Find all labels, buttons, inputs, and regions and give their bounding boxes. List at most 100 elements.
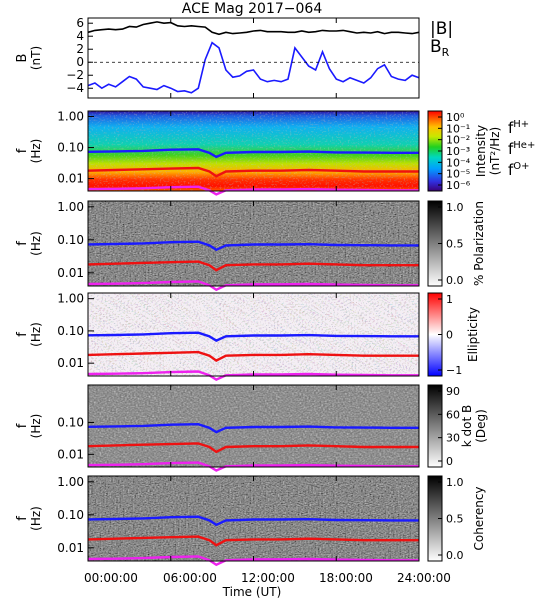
y-tick-label: −4 xyxy=(66,81,84,95)
colorbar-label-line: % Polarization xyxy=(472,201,486,286)
colorbar-label-line: Coherency xyxy=(472,486,486,550)
colorbar-tick-label: 30 xyxy=(446,432,460,445)
panel-coherency: 1.00 0.10 0.01 f (Hz) 1.0 0.5 0.0 Coherency xyxy=(15,475,486,567)
series-line-fh xyxy=(87,148,419,159)
series-line-fhe xyxy=(87,350,419,362)
colorbar: 90 60 30 0 k dot B (Deg) xyxy=(427,384,488,468)
x-tick-label: 18:00:00 xyxy=(319,571,373,585)
colorbar-tick-label: 10⁻¹ xyxy=(446,122,470,135)
series-line-fo xyxy=(87,185,419,196)
colorbar-tick-label: 0.5 xyxy=(446,513,464,526)
x-tick-label: 06:00:00 xyxy=(163,571,217,585)
legend-item: fHe+ xyxy=(508,140,535,158)
y-tick-label: 0.01 xyxy=(57,266,84,280)
y-tick-label: 0.10 xyxy=(57,324,84,338)
colorbar-tick-label: 90 xyxy=(446,385,460,398)
y-label-line: (nT) xyxy=(29,46,43,70)
y-tick-label: 1.00 xyxy=(57,475,84,489)
series-line-fhe xyxy=(87,535,419,547)
y-label-line: f xyxy=(15,332,30,337)
y-axis-label: f (Hz) xyxy=(15,322,43,347)
colorbar: 1.0 0.5 0.0 Coherency xyxy=(427,475,486,562)
y-tick-label: 1.00 xyxy=(57,292,84,306)
y-axis-label: f (Hz) xyxy=(15,506,43,531)
y-axis-label: f (Hz) xyxy=(15,414,43,439)
panel-polarization: 1.00 0.10 0.01 f (Hz) 1.0 0.5 0.0 % Polarization xyxy=(15,200,486,292)
figure-title: ACE Mag 2017−064 xyxy=(182,1,323,17)
y-tick-label: 1.00 xyxy=(57,109,84,123)
colorbar-tick-label: 1.0 xyxy=(446,476,464,489)
y-label-line: f xyxy=(15,148,30,153)
plot-background xyxy=(88,18,419,98)
y-tick-label: 0.01 xyxy=(57,541,84,555)
y-tick-label: −2 xyxy=(66,68,84,82)
colorbar-tick-label: 10⁻² xyxy=(446,134,470,147)
y-label-line: B xyxy=(15,54,30,63)
legend-item: |B| xyxy=(430,19,453,39)
colorbar-gradient xyxy=(427,384,443,468)
y-tick-label: 0.01 xyxy=(57,172,84,186)
colorbar-tick-label: 10⁰ xyxy=(446,111,465,124)
y-tick-label: 4 xyxy=(76,29,84,43)
panel-ellipticity: 1.00 0.10 0.01 f (Hz) 1 0 −1 Ellipticity xyxy=(15,292,480,381)
colorbar-tick-label: 10⁻³ xyxy=(446,145,470,158)
series-line-fh xyxy=(87,422,419,434)
colorbar-label-line: (nT²/Hz) xyxy=(488,127,502,175)
series-line-fhe xyxy=(87,442,419,454)
colorbar-label-line: Intensity xyxy=(474,125,488,177)
legend: fH+ fHe+ fO+ xyxy=(508,119,535,179)
colorbar-tick-label: 10⁻⁶ xyxy=(446,179,471,192)
series-line-fhe xyxy=(87,166,419,178)
colorbar-tick-label: 0 xyxy=(446,455,453,468)
colorbar: 1.0 0.5 0.0 % Polarization xyxy=(427,200,486,287)
series-line-fh xyxy=(87,240,419,252)
colorbar-label: Intensity (nT²/Hz) xyxy=(474,125,502,177)
series-line-fo xyxy=(87,280,419,292)
colorbar-label: Ellipticity xyxy=(466,307,480,362)
y-label-line: (Hz) xyxy=(29,506,43,531)
panel-kdotb: 0.10 0.01 f (Hz) 90 60 30 0 k dot B (Deg) xyxy=(15,384,488,472)
colorbar-label: k dot B (Deg) xyxy=(460,405,488,447)
legend: |B|BR xyxy=(430,19,453,59)
x-tick-label: 24:00:00 xyxy=(397,571,451,585)
colorbar-label: Coherency xyxy=(472,486,486,550)
x-tick-label: 12:00:00 xyxy=(241,571,295,585)
y-tick-label: 0.10 xyxy=(57,508,84,522)
colorbar-tick-label: 1 xyxy=(446,293,453,306)
y-tick-label: 0.10 xyxy=(57,415,84,429)
panel-intensity: 1.00 0.10 0.01 f (Hz) 10⁰10⁻¹10⁻²10⁻³10⁻⁴10⁻⁵… xyxy=(15,109,535,196)
y-label-line: (Hz) xyxy=(29,231,43,256)
legend-item: fO+ xyxy=(508,161,530,179)
y-label-line: f xyxy=(15,241,30,246)
series-line-fo xyxy=(87,461,419,472)
series-line-br xyxy=(87,41,420,94)
colorbar: 1 0 −1 Ellipticity xyxy=(427,292,480,377)
x-axis: 00:00:00 06:00:00 12:00:00 18:00:00 24:0… xyxy=(84,571,451,599)
series-line-fh xyxy=(87,515,419,527)
series-line-fo xyxy=(87,370,419,381)
y-axis-label: f (Hz) xyxy=(15,139,43,164)
series-line-fo xyxy=(87,555,419,567)
y-tick-label: 0.10 xyxy=(57,141,84,155)
series-line-b xyxy=(87,21,420,36)
colorbar-label-line: k dot B xyxy=(460,405,474,447)
colorbar-label: % Polarization xyxy=(472,201,486,286)
colorbar-tick-label: 1.0 xyxy=(446,201,464,214)
y-tick-label: 0.01 xyxy=(57,447,84,461)
y-label-line: (Hz) xyxy=(29,414,43,439)
y-label-line: f xyxy=(15,516,30,521)
y-tick-label: 6 xyxy=(76,16,84,30)
y-tick-label: 0.10 xyxy=(57,233,84,247)
y-tick-label: 2 xyxy=(76,42,84,56)
colorbar-tick-label: 0.0 xyxy=(446,274,464,287)
y-label-line: (Hz) xyxy=(29,322,43,347)
y-axis-label: f (Hz) xyxy=(15,231,43,256)
y-tick-label: 0 xyxy=(76,55,84,69)
colorbar-tick-label: 60 xyxy=(446,408,460,421)
colorbar-tick-label: 0.5 xyxy=(446,238,464,251)
colorbar-tick-label: 10⁻⁴ xyxy=(446,156,471,169)
colorbar-label-line: (Deg) xyxy=(474,409,488,443)
y-label-line: f xyxy=(15,423,30,428)
